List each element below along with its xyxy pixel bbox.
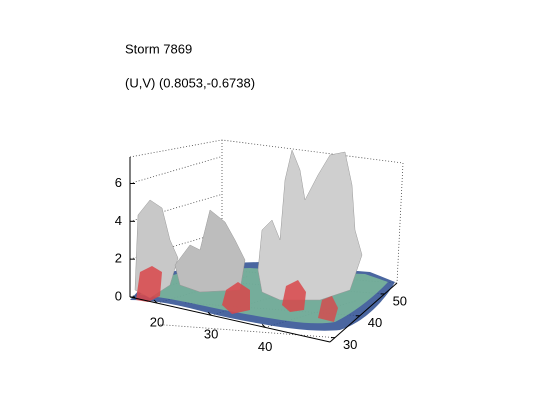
x-tick [261, 324, 266, 328]
grid-line [129, 156, 223, 184]
x-tick-label: 30 [204, 327, 218, 342]
x-tick [153, 299, 158, 304]
x-axis [129, 296, 331, 343]
chart-title: Storm 7869 [125, 41, 192, 56]
y-tick-label: 50 [393, 293, 407, 308]
x-tick [207, 311, 212, 316]
surface [130, 149, 395, 331]
ticks: 0 2 4 6 20 30 40 30 40 50 [115, 175, 407, 354]
chart-subtitle: (U,V) (0.8053,-0.6738) [125, 75, 255, 90]
y-tick-label: 40 [368, 315, 382, 330]
z-tick-label: 0 [115, 288, 122, 303]
z-tick-label: 6 [115, 175, 122, 190]
z-tick-label: 2 [115, 251, 122, 266]
x-tick-label: 20 [150, 315, 164, 330]
y-tick-label: 30 [343, 337, 357, 352]
x-tick-label: 40 [258, 339, 272, 354]
z-tick-label: 4 [115, 213, 122, 228]
grid-line [159, 324, 335, 339]
y-axis [329, 282, 398, 343]
